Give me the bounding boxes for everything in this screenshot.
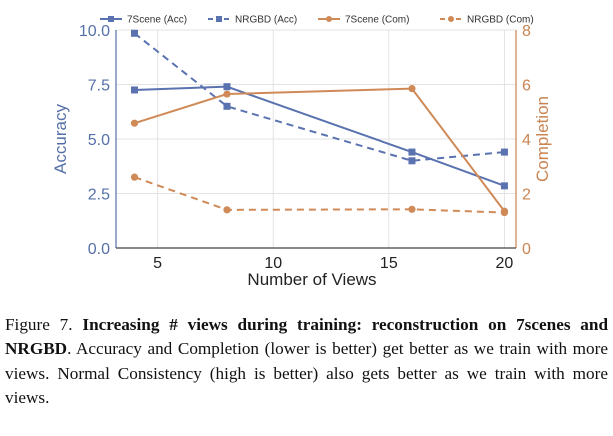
data-point <box>408 205 416 213</box>
legend-marker <box>448 16 454 22</box>
data-point <box>130 173 139 181</box>
y-tick-label: 7.5 <box>88 78 110 95</box>
x-tick-label: 15 <box>380 255 398 272</box>
legend-marker <box>108 16 114 22</box>
legend-marker <box>326 16 332 22</box>
legend-label: 7Scene (Com) <box>345 15 409 26</box>
chart-series <box>130 29 509 217</box>
data-point <box>130 119 139 127</box>
data-point <box>223 102 231 110</box>
chart-axes: 5 10 15 20 0.0 2.5 5.0 7.5 10.0 0 2 4 6 8 Number of Vi… <box>51 23 552 289</box>
legend-marker <box>216 16 222 22</box>
x-tick-label: 5 <box>153 255 162 272</box>
data-point <box>500 182 508 190</box>
caption-title: Increasing # views during training: reco… <box>5 315 609 359</box>
y-axis-label: Accuracy <box>51 104 70 174</box>
y2-tick-label: 8 <box>522 23 531 40</box>
y2-tick-label: 2 <box>522 187 531 204</box>
y2-tick-label: 6 <box>522 78 531 95</box>
data-point <box>223 83 231 91</box>
x-tick-label: 20 <box>496 255 514 272</box>
data-point <box>223 206 231 214</box>
series-line <box>134 176 505 214</box>
caption-label: Figure 7. <box>5 315 73 334</box>
data-point <box>408 84 416 93</box>
y2-tick-label: 4 <box>522 132 531 149</box>
data-point <box>408 148 416 156</box>
y2-tick-label: 0 <box>522 241 531 258</box>
series-line <box>134 87 506 212</box>
data-point <box>408 157 416 165</box>
data-point <box>500 208 509 217</box>
legend-label: NRGBD (Com) <box>467 15 534 26</box>
data-point <box>130 86 138 94</box>
y-tick-label: 2.5 <box>88 187 110 204</box>
y-tick-label: 10.0 <box>79 23 110 40</box>
chart: 5 10 15 20 0.0 2.5 5.0 7.5 10.0 0 2 4 6 8 Number of Vi… <box>51 15 552 290</box>
caption-body: . Accuracy and Completion (lower is bett… <box>5 339 608 407</box>
y2-axis-label: Completion <box>533 96 552 182</box>
y-tick-label: 0.0 <box>88 241 110 258</box>
data-point <box>500 148 508 156</box>
legend-label: NRGBD (Acc) <box>235 15 297 26</box>
x-axis-label: Number of Views <box>247 270 376 289</box>
data-point <box>223 90 231 98</box>
data-point <box>130 29 138 37</box>
figure-caption: Figure 7. Increasing # views during trai… <box>5 313 608 410</box>
y-tick-label: 5.0 <box>88 132 110 149</box>
x-tick-label: 10 <box>264 255 282 272</box>
chart-legend: 7Scene (Acc) NRGBD (Acc) 7Scene (Com) NRGBD… <box>100 15 534 26</box>
series-line <box>134 85 505 187</box>
legend-label: 7Scene (Acc) <box>127 15 187 26</box>
chart-grid <box>116 29 516 249</box>
